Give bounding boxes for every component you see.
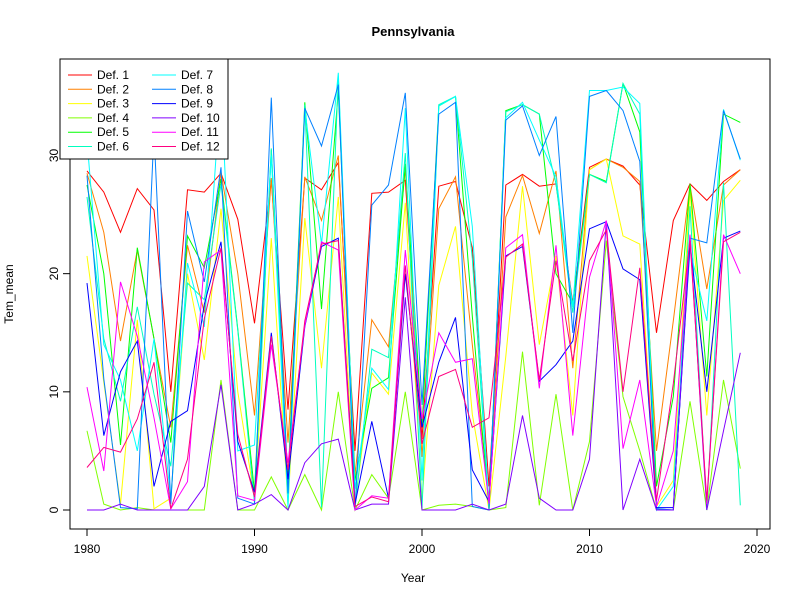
legend-label: Def. 11: [181, 125, 219, 139]
series-line-def-7: [86, 72, 741, 512]
legend-box: [59, 58, 229, 160]
chart-title: Pennsylvania: [371, 24, 455, 39]
series-line-def-4: [86, 240, 741, 512]
series-line-def-10: [87, 221, 741, 511]
x-tick-label: 2020: [744, 542, 771, 556]
legend-label: Def. 10: [181, 111, 220, 125]
series-line-def-2: [86, 155, 741, 499]
legend-label: Def. 9: [181, 97, 213, 111]
legend-label: Def. 3: [97, 97, 129, 111]
y-tick-label: 30: [47, 149, 61, 163]
x-tick-label: 1980: [74, 542, 101, 556]
legend-label: Def. 7: [181, 68, 213, 82]
legend-label: Def. 4: [97, 111, 129, 125]
x-axis: 1980 1990 2000 2010 2020: [74, 528, 771, 556]
y-tick-label: 10: [47, 385, 61, 399]
series-line-def-11: [86, 220, 741, 512]
series-lines: [86, 72, 741, 512]
legend-label: Def. 6: [97, 140, 129, 154]
legend-label: Def. 1: [97, 68, 129, 82]
x-tick-label: 2000: [409, 542, 436, 556]
legend-label: Def. 8: [181, 82, 213, 96]
x-tick-label: 1990: [241, 542, 268, 556]
legend-label: Def. 2: [97, 82, 129, 96]
y-tick-label: 0: [47, 506, 61, 513]
legend-label: Def. 12: [181, 140, 220, 154]
y-axis-label: Tem_mean: [2, 264, 16, 323]
y-axis: 0 10 20 30: [47, 149, 71, 513]
series-line-def-8: [86, 84, 741, 511]
y-tick-label: 20: [47, 267, 61, 281]
series-line-def-12: [86, 228, 741, 509]
x-tick-label: 2010: [576, 542, 603, 556]
x-axis-label: Year: [401, 571, 425, 585]
legend-label: Def. 5: [97, 125, 129, 139]
